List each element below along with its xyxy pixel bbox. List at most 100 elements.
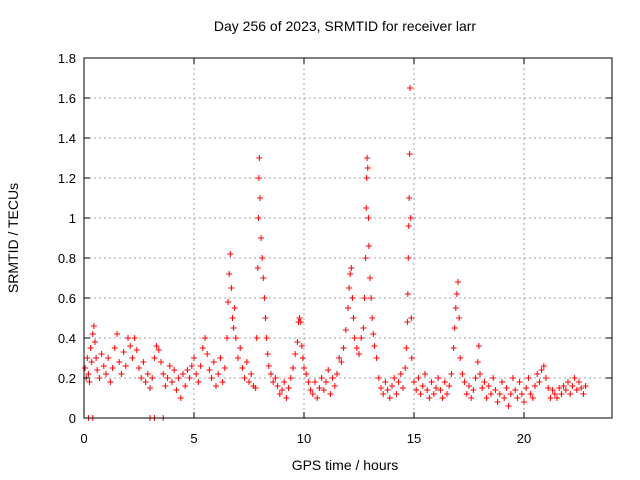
data-point — [246, 379, 252, 385]
data-point — [367, 275, 373, 281]
data-point — [556, 385, 563, 391]
data-point — [336, 355, 343, 361]
data-point — [521, 399, 527, 405]
data-point — [525, 375, 532, 381]
data-point — [182, 383, 189, 389]
data-point — [204, 351, 211, 357]
data-point — [323, 379, 329, 385]
data-point — [562, 387, 569, 393]
data-point — [140, 359, 147, 365]
data-point — [536, 379, 543, 385]
data-points — [82, 85, 589, 421]
data-point — [264, 351, 271, 357]
data-point — [294, 339, 301, 345]
data-point — [578, 385, 585, 391]
data-point — [369, 315, 376, 321]
data-point — [318, 375, 325, 381]
data-point — [180, 371, 186, 377]
data-point — [261, 295, 268, 301]
data-point — [472, 375, 479, 381]
data-point — [576, 379, 582, 385]
data-point — [186, 375, 193, 381]
data-point — [213, 383, 219, 389]
data-point — [494, 399, 501, 405]
data-point — [453, 291, 460, 297]
data-point — [276, 391, 283, 397]
data-point — [241, 375, 248, 381]
data-point — [316, 385, 323, 391]
data-point — [532, 383, 538, 389]
data-point — [125, 335, 131, 341]
data-point — [404, 319, 411, 325]
data-point — [408, 355, 415, 361]
data-point — [393, 391, 400, 397]
data-point — [518, 391, 525, 397]
data-point — [195, 379, 202, 385]
data-point — [407, 215, 414, 221]
y-tick-label: 0.6 — [58, 291, 76, 306]
data-point — [516, 379, 523, 385]
data-point — [384, 387, 391, 393]
data-point — [340, 345, 347, 351]
data-point — [166, 363, 173, 369]
data-point — [84, 355, 91, 361]
data-point — [400, 385, 406, 391]
data-point — [100, 363, 107, 369]
data-point — [160, 371, 167, 377]
data-point — [362, 255, 369, 261]
y-tick-label: 0.4 — [58, 331, 76, 346]
data-point — [356, 351, 362, 357]
data-point — [327, 391, 334, 397]
data-point — [452, 305, 459, 311]
data-point — [406, 195, 413, 201]
data-point — [164, 375, 171, 381]
data-point — [342, 327, 349, 333]
axis-ticks: 0 0.2 0.4 0.6 0.8 1 1.2 1.4 1.6 1.8 0 5 10 15 20 — [58, 51, 612, 446]
data-point — [331, 383, 338, 389]
y-tick-label: 1.2 — [58, 171, 76, 186]
data-point — [364, 155, 371, 161]
data-point — [514, 395, 521, 401]
data-point — [279, 387, 285, 393]
data-point — [378, 385, 384, 391]
data-point — [334, 371, 340, 377]
data-point — [184, 367, 191, 373]
plot-frame — [83, 57, 613, 419]
data-point — [349, 295, 356, 301]
data-point — [490, 375, 497, 381]
y-tick-label: 0.2 — [58, 371, 76, 386]
data-point — [368, 295, 375, 301]
data-point — [402, 365, 409, 371]
data-point — [219, 379, 226, 385]
data-point — [565, 379, 571, 385]
data-point — [391, 375, 398, 381]
data-point — [348, 265, 355, 271]
data-point — [202, 335, 208, 341]
data-point — [373, 355, 380, 361]
data-point — [365, 243, 372, 249]
data-point — [470, 387, 477, 393]
data-point — [120, 349, 127, 355]
data-point — [450, 345, 457, 351]
data-point — [272, 375, 279, 381]
data-point — [227, 251, 234, 257]
data-point — [103, 371, 109, 377]
data-point — [88, 359, 95, 365]
data-point — [426, 395, 433, 401]
data-point — [538, 367, 545, 373]
y-tick-label: 1.4 — [58, 131, 76, 146]
data-point — [422, 371, 428, 377]
data-point — [347, 271, 354, 277]
data-point — [479, 385, 486, 391]
data-point — [395, 379, 402, 385]
data-point — [299, 355, 306, 361]
data-point — [225, 299, 232, 305]
data-point — [466, 383, 472, 389]
data-point — [231, 305, 238, 311]
data-point — [405, 255, 412, 261]
data-point — [158, 359, 164, 365]
data-point — [188, 363, 195, 369]
data-point — [503, 385, 510, 391]
data-point — [199, 345, 206, 351]
data-point — [523, 385, 530, 391]
